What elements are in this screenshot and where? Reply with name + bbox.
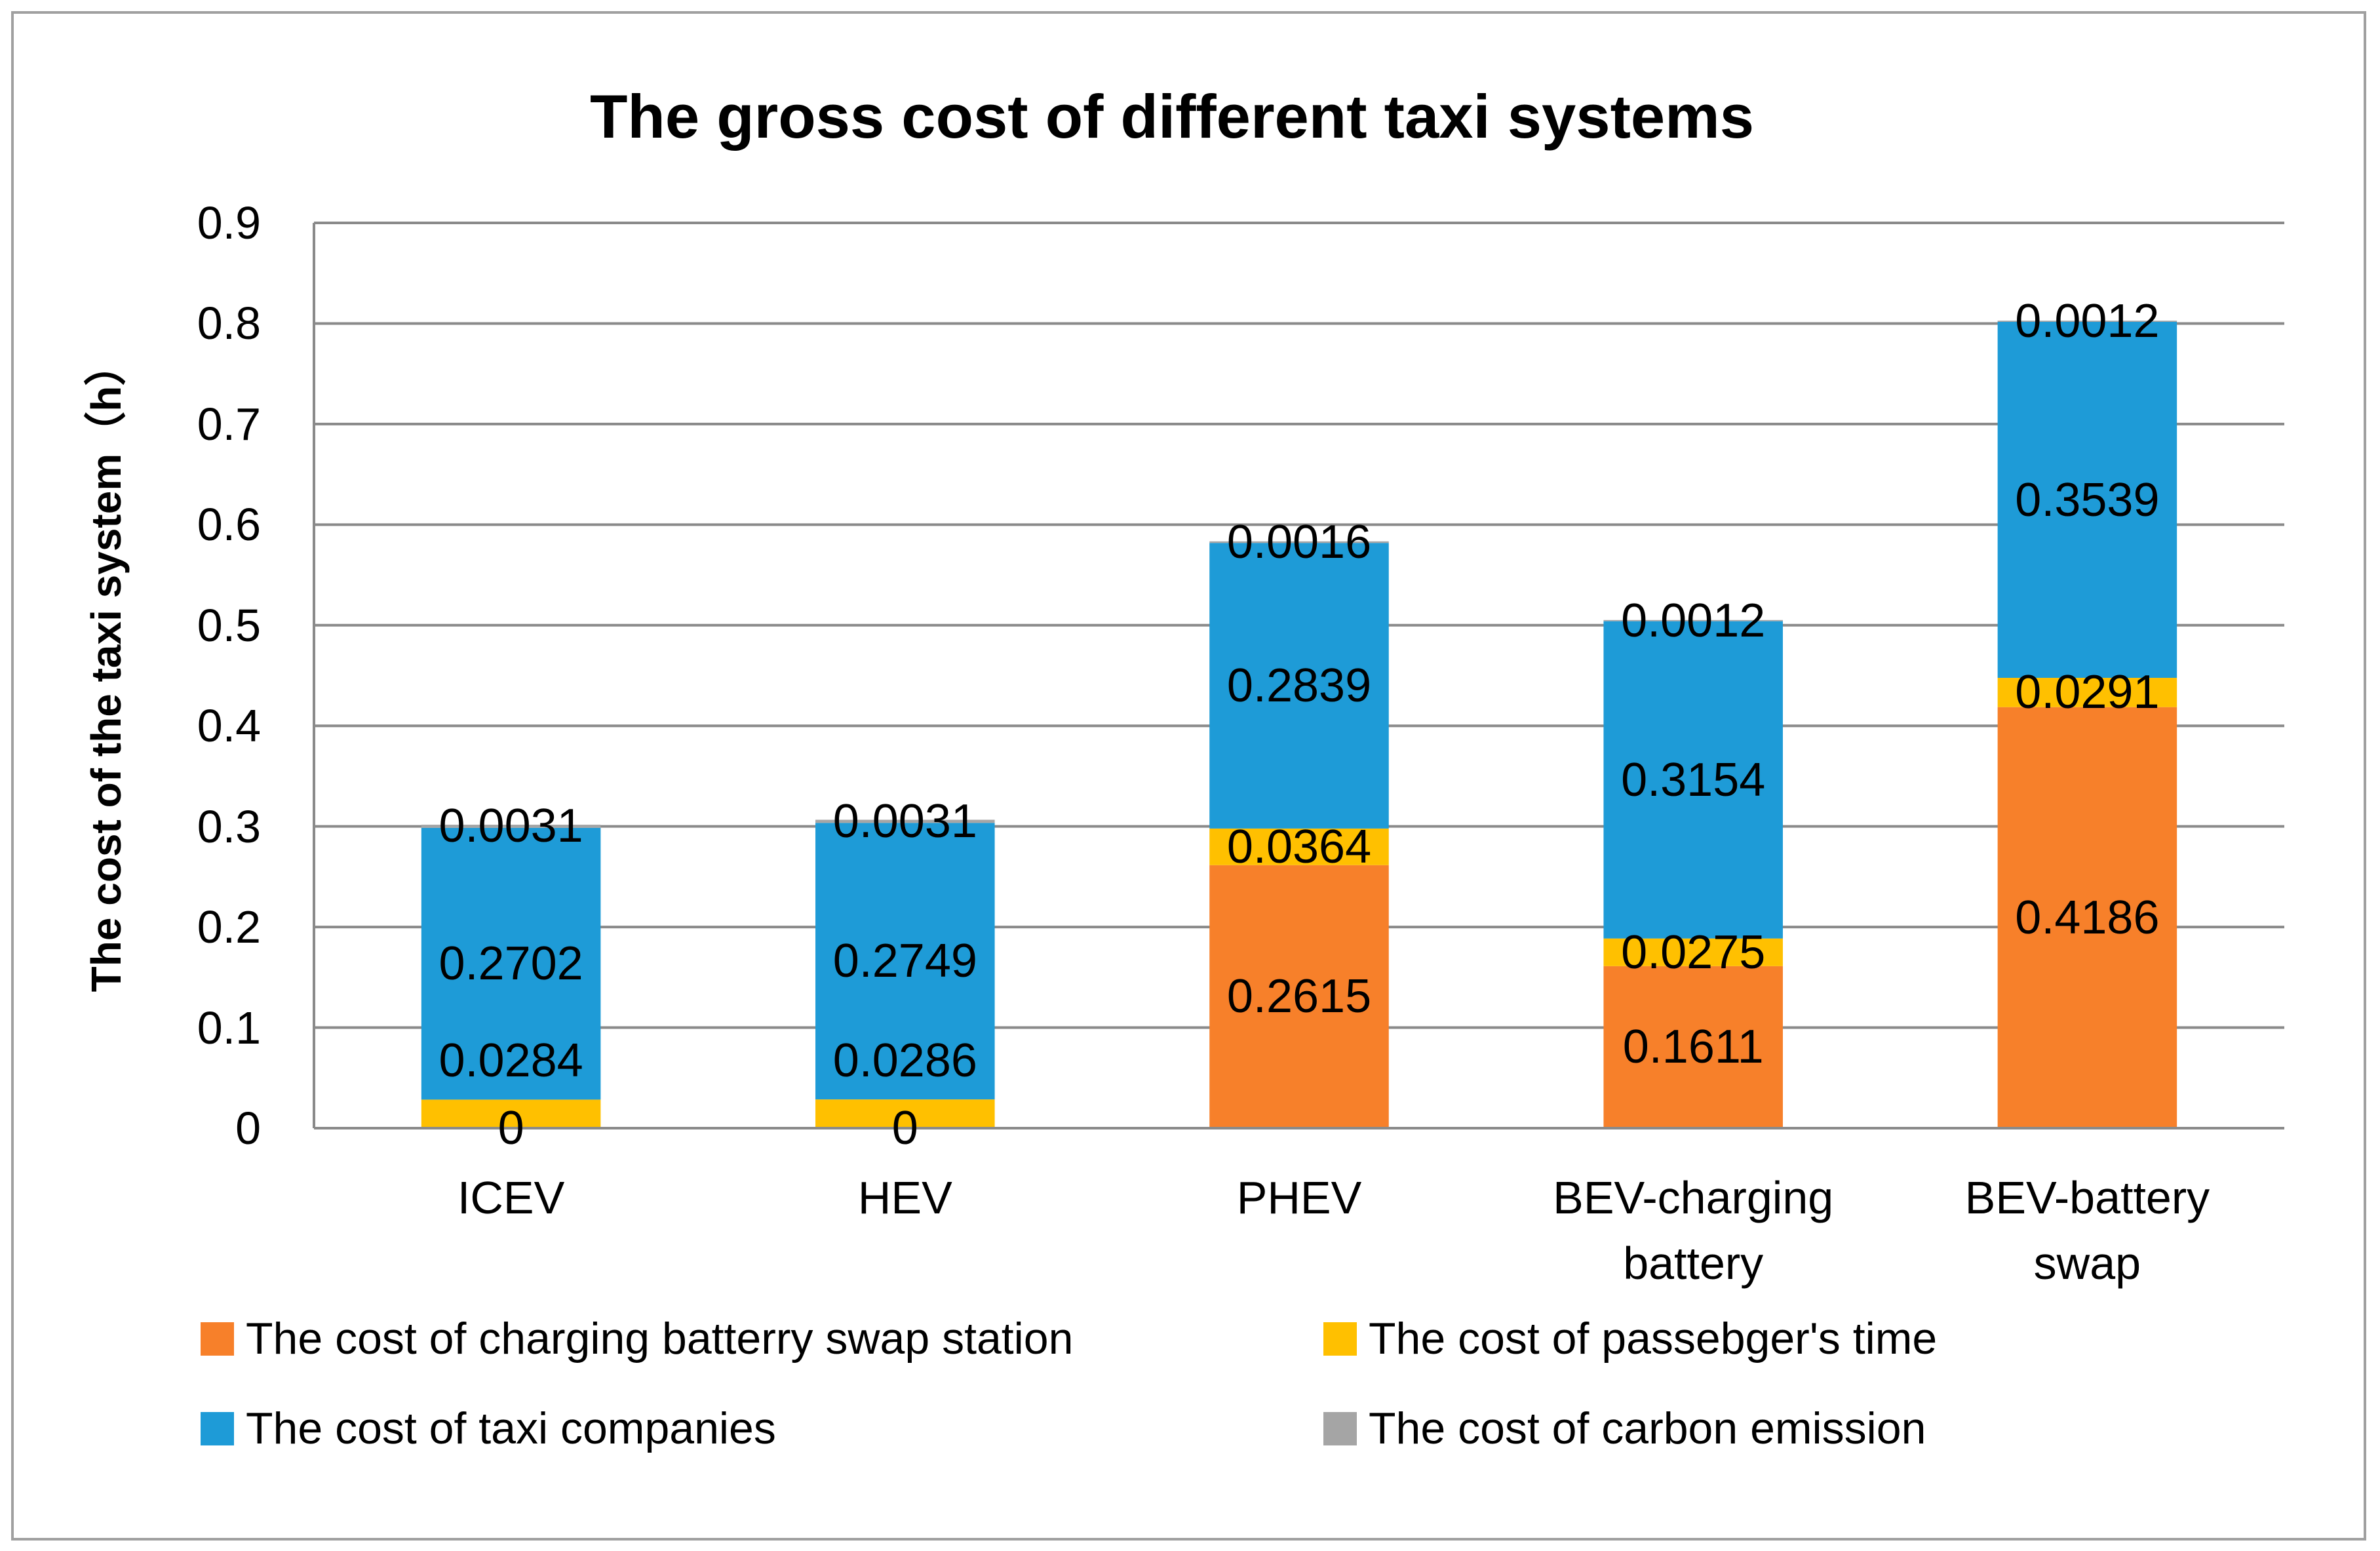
legend-item-series-3: The cost of taxi companies <box>201 1406 776 1451</box>
y-tick-label: 0.5 <box>197 599 261 651</box>
legend-swatch <box>201 1322 234 1356</box>
legend-swatch <box>1323 1411 1357 1445</box>
legend-item-series-1: The cost of charging batterry swap stati… <box>201 1316 1073 1361</box>
bar-segment-bev-battery-swap-series-2 <box>1997 678 2177 707</box>
data-label-hev-series-3: 0.2749 <box>832 935 977 988</box>
bar-segment-bev-charging-battery-series-3 <box>1603 621 1783 939</box>
data-label-bev-charging-battery-series-1: 0.1611 <box>1622 1021 1764 1074</box>
data-label-icev-series-2: 0.0284 <box>439 1034 583 1087</box>
bar-segment-hev-series-3 <box>815 823 995 1100</box>
data-label-bev-battery-swap-series-2: 0.0291 <box>2015 666 2160 719</box>
data-label-hev-series-4: 0.0031 <box>832 795 977 848</box>
x-category-label-hev: HEV <box>857 1172 952 1223</box>
y-tick-label: 0.6 <box>197 499 261 551</box>
legend-item-series-4: The cost of carbon emission <box>1323 1406 1926 1451</box>
bar-segment-bev-charging-battery-series-1 <box>1603 966 1783 1128</box>
x-category-label-bev-charging-battery: BEV-charging battery <box>1553 1172 1834 1289</box>
x-category-label-icev: ICEV <box>457 1172 565 1223</box>
data-label-bev-charging-battery-series-3: 0.3154 <box>1621 753 1766 806</box>
y-tick-label: 0.3 <box>197 800 261 852</box>
bar-segment-bev-battery-swap-series-4 <box>1997 321 2177 322</box>
legend-label: The cost of charging batterry swap stati… <box>246 1314 1074 1364</box>
y-tick-label: 0.9 <box>197 197 261 248</box>
bar-segment-bev-battery-swap-series-3 <box>1997 321 2177 678</box>
bar-segment-hev-series-2 <box>815 1099 995 1128</box>
legend-label: The cost of passebger's time <box>1369 1314 1938 1364</box>
data-label-hev-series-2: 0.0286 <box>832 1034 977 1087</box>
bar-segment-phev-series-3 <box>1209 543 1389 829</box>
bar-segment-phev-series-2 <box>1209 828 1389 865</box>
legend-label: The cost of taxi companies <box>246 1404 776 1453</box>
data-label-bev-battery-swap-series-3: 0.3539 <box>2015 473 2160 526</box>
chart-title: The gross cost of different taxi systems <box>589 82 1755 151</box>
data-label-bev-charging-battery-series-2: 0.0275 <box>1621 926 1766 979</box>
bar-segment-bev-charging-battery-series-2 <box>1603 938 1783 966</box>
y-tick-label: 0.1 <box>197 1002 261 1053</box>
data-label-icev-series-4: 0.0031 <box>439 800 583 853</box>
data-label-phev-series-3: 0.2839 <box>1226 659 1372 713</box>
y-tick-label: 0.8 <box>197 298 261 349</box>
legend-swatch <box>201 1411 234 1445</box>
legend-label: The cost of carbon emission <box>1369 1404 1926 1453</box>
chart-border <box>11 11 2366 1541</box>
bar-segment-phev-series-1 <box>1209 865 1389 1128</box>
gridlines <box>314 222 2284 1029</box>
x-category-label-phev: PHEV <box>1236 1172 1362 1223</box>
data-label-hev-series-1: 0 <box>891 1102 918 1154</box>
bars <box>421 321 2177 1128</box>
legend-swatch <box>1323 1322 1357 1356</box>
y-tick-label: 0.4 <box>197 700 261 752</box>
bar-segment-icev-series-2 <box>421 1099 601 1128</box>
y-axis-title: The cost of the taxi system（h） <box>83 344 130 992</box>
axes <box>313 223 2284 1129</box>
data-label-icev-series-1: 0 <box>497 1102 524 1154</box>
legend-item-series-2: The cost of passebger's time <box>1323 1316 1937 1361</box>
data-label-icev-series-3: 0.2702 <box>439 937 583 991</box>
data-label-bev-battery-swap-series-1: 0.4186 <box>2015 891 2160 944</box>
x-category-label-bev-battery-swap: BEV-battery swap <box>1964 1172 2210 1289</box>
y-tick-label: 0.7 <box>197 398 261 450</box>
bar-segment-bev-charging-battery-series-4 <box>1603 619 1783 621</box>
bar-segment-icev-series-4 <box>421 825 601 828</box>
data-label-phev-series-4: 0.0016 <box>1226 516 1372 569</box>
y-tick-label: 0.2 <box>197 901 261 953</box>
data-label-phev-series-1: 0.2615 <box>1226 970 1372 1023</box>
data-label-bev-charging-battery-series-4: 0.0012 <box>1621 594 1766 647</box>
data-label-bev-battery-swap-series-4: 0.0012 <box>2015 295 2160 348</box>
bar-segment-icev-series-3 <box>421 827 601 1100</box>
bar-segment-hev-series-4 <box>815 819 995 823</box>
data-label-phev-series-2: 0.0364 <box>1226 820 1372 873</box>
bar-segment-phev-series-4 <box>1209 541 1389 543</box>
bar-segment-bev-battery-swap-series-1 <box>1997 707 2177 1128</box>
y-tick-label: 0 <box>235 1103 261 1154</box>
